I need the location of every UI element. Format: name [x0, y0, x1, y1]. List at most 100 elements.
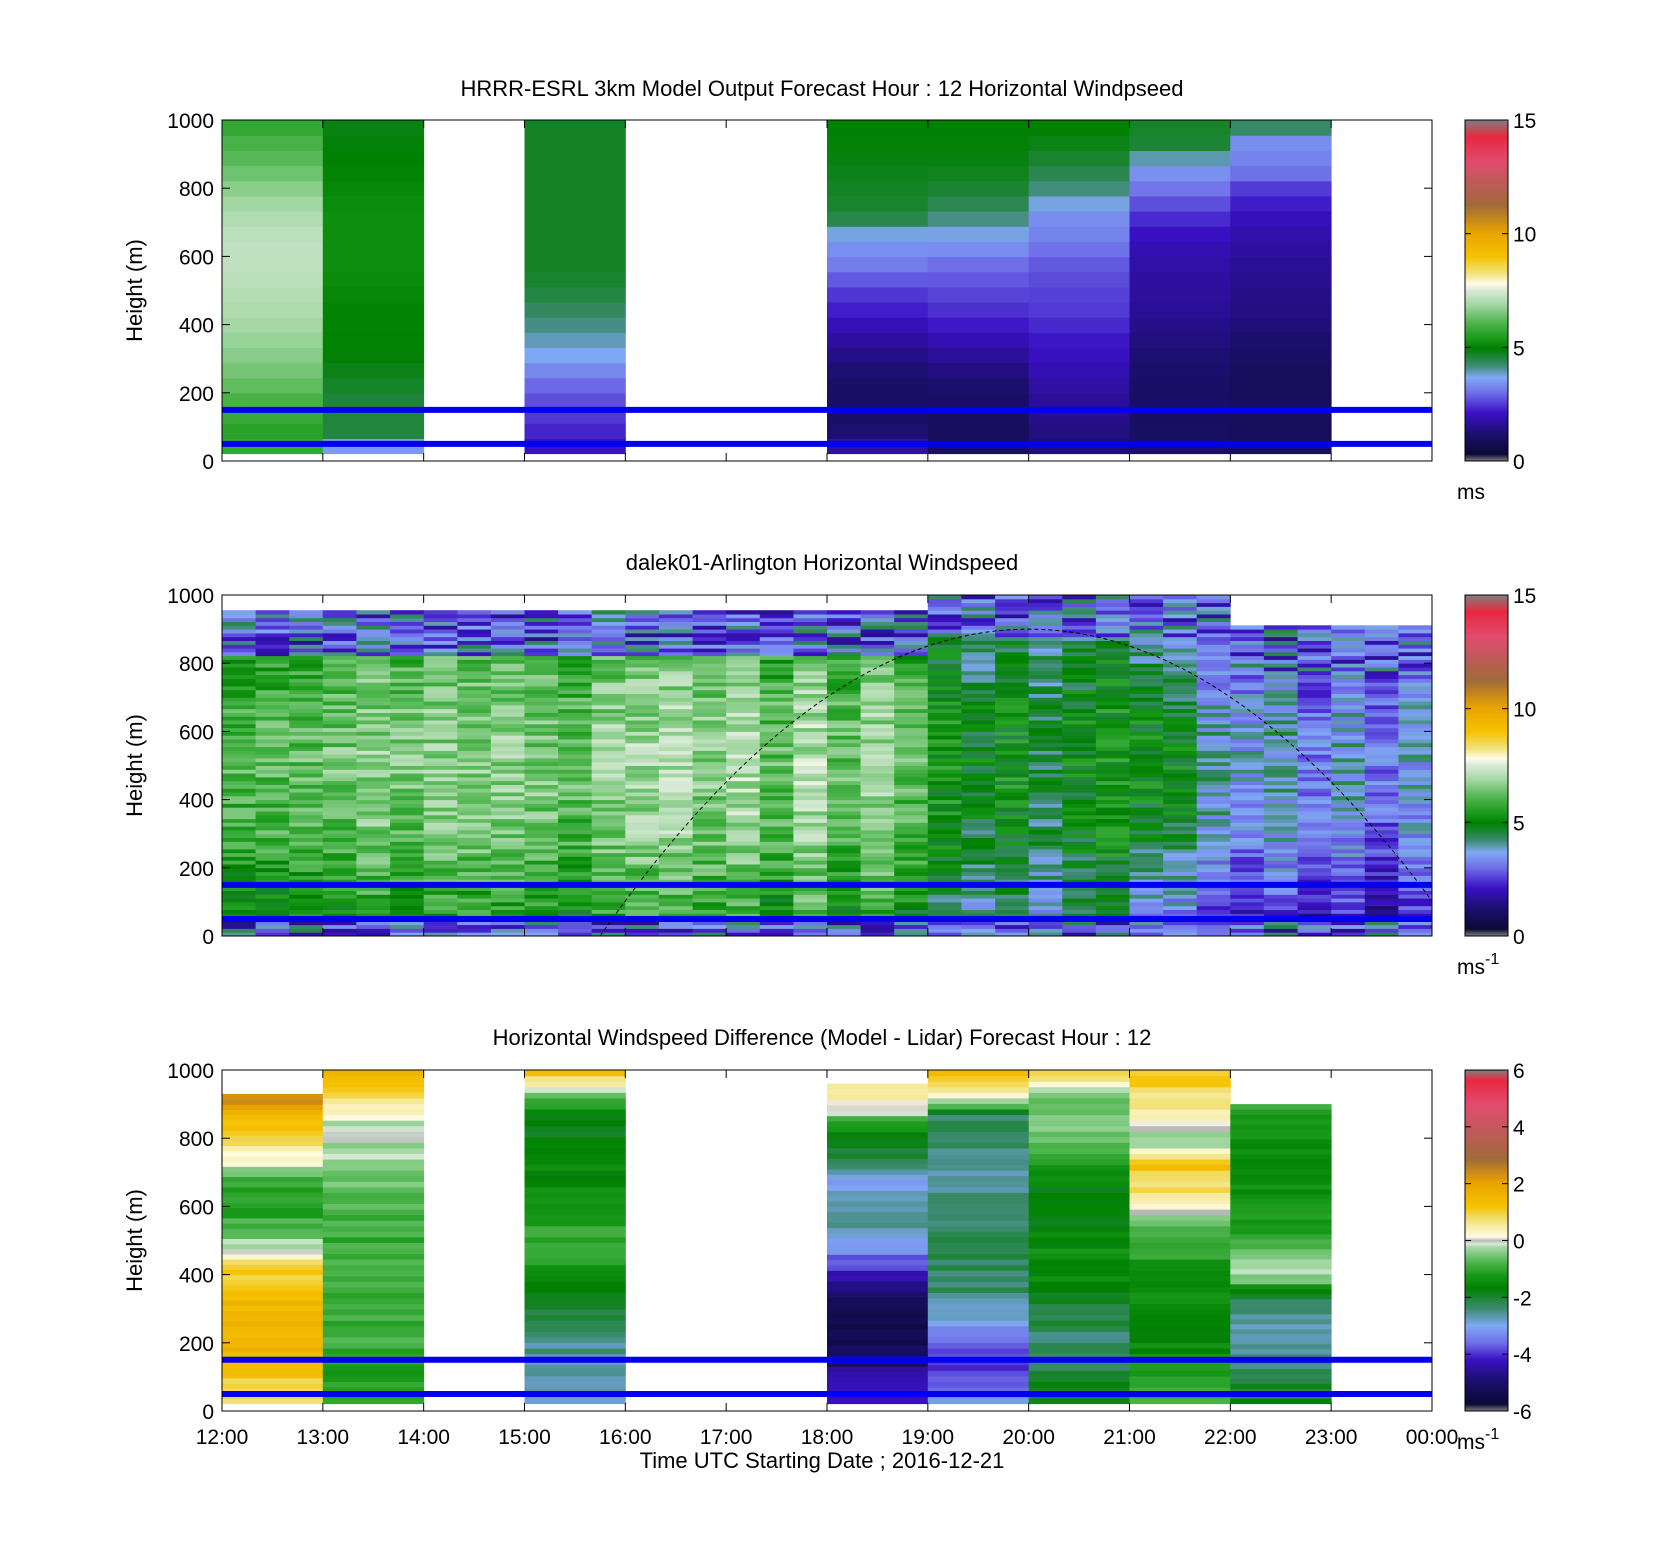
- heatmap-cell: [927, 317, 1030, 333]
- heatmap-cell: [289, 670, 324, 676]
- heatmap-cell: [827, 769, 861, 774]
- heatmap-cell: [289, 814, 324, 820]
- heatmap-cell: [894, 886, 929, 891]
- heatmap-cell: [894, 678, 929, 683]
- heatmap-cell: [1364, 720, 1399, 725]
- heatmap-cell: [860, 901, 895, 907]
- heatmap-cell: [1297, 644, 1332, 649]
- heatmap-cell: [860, 667, 895, 672]
- heatmap-cell: [759, 682, 794, 687]
- heatmap-cell: [222, 1228, 324, 1234]
- heatmap-cell: [1163, 689, 1198, 694]
- heatmap-cell: [1398, 822, 1433, 827]
- heatmap-cell: [726, 845, 761, 850]
- heatmap-cell: [1263, 663, 1298, 668]
- heatmap-cell: [322, 1086, 425, 1093]
- heatmap-cell: [524, 905, 559, 910]
- heatmap-cell: [726, 773, 761, 778]
- heatmap-cell: [423, 720, 458, 725]
- heatmap-cell: [793, 932, 828, 937]
- heatmap-cell: [759, 731, 794, 736]
- heatmap-cell: [1028, 852, 1063, 857]
- heatmap-cell: [894, 727, 929, 732]
- heatmap-cell: [1129, 377, 1231, 394]
- heatmap-cell: [1297, 640, 1332, 645]
- heatmap-cell: [1028, 833, 1063, 838]
- heatmap-cell: [927, 241, 1030, 258]
- heatmap-cell: [1028, 901, 1063, 907]
- heatmap-cell: [222, 663, 256, 668]
- heatmap-cell: [1129, 833, 1164, 838]
- heatmap-cell: [1028, 818, 1063, 823]
- heatmap-cell: [457, 712, 492, 717]
- heatmap-cell: [423, 860, 458, 865]
- heatmap-cell: [1129, 754, 1164, 759]
- heatmap-cell: [1129, 1242, 1231, 1249]
- heatmap-cell: [1129, 678, 1164, 683]
- heatmap-cell: [1028, 803, 1063, 808]
- heatmap-cell: [927, 795, 962, 801]
- heatmap-cell: [827, 1105, 929, 1111]
- heatmap-cell: [1263, 685, 1298, 691]
- heatmap-cell: [1230, 901, 1265, 907]
- heatmap-cell: [322, 1259, 425, 1266]
- heatmap-cell: [1297, 811, 1332, 816]
- heatmap-cell: [1062, 757, 1097, 763]
- heatmap-cell: [322, 693, 357, 698]
- heatmap-cell: [827, 1094, 929, 1101]
- heatmap-cell: [1263, 689, 1298, 694]
- y-tick-label: 600: [179, 721, 214, 744]
- heatmap-cell: [1163, 708, 1198, 713]
- heatmap-cell: [1062, 617, 1097, 622]
- heatmap-cell: [457, 644, 492, 649]
- heatmap-cell: [1398, 708, 1433, 713]
- heatmap-cell: [827, 1206, 929, 1213]
- heatmap-cell: [995, 655, 1030, 660]
- heatmap-cell: [927, 195, 1030, 212]
- heatmap-cell: [524, 1353, 626, 1360]
- heatmap-cell: [255, 871, 290, 876]
- heatmap-cell: [1196, 924, 1231, 929]
- heatmap-cell: [1230, 659, 1265, 664]
- heatmap-cell: [1331, 685, 1366, 691]
- heatmap-cell: [423, 807, 458, 812]
- heatmap-cell: [1163, 750, 1198, 755]
- heatmap-cell: [423, 697, 458, 702]
- heatmap-cell: [390, 632, 425, 638]
- heatmap-cell: [390, 788, 425, 793]
- heatmap-cell: [692, 720, 727, 725]
- heatmap-cell: [658, 799, 693, 804]
- heatmap-cell: [222, 610, 256, 615]
- heatmap-cell: [793, 807, 828, 812]
- heatmap-cell: [1196, 833, 1231, 838]
- heatmap-cell: [356, 757, 391, 763]
- heatmap-cell: [558, 674, 593, 679]
- heatmap-cell: [827, 784, 861, 789]
- heatmap-cell: [827, 347, 929, 364]
- heatmap-cell: [457, 632, 492, 638]
- heatmap-cell: [457, 735, 492, 740]
- heatmap-cell: [1196, 689, 1231, 694]
- heatmap-cell: [1230, 1258, 1332, 1265]
- heatmap-cell: [524, 332, 626, 348]
- heatmap-cell: [827, 1222, 929, 1229]
- heatmap-cell: [927, 1297, 1030, 1305]
- heatmap-cell: [1163, 667, 1198, 672]
- heatmap-cell: [322, 682, 357, 687]
- heatmap-cell: [759, 864, 794, 869]
- heatmap-cell: [322, 1353, 425, 1360]
- heatmap-cell: [894, 667, 929, 672]
- heatmap-cell: [1062, 632, 1097, 638]
- heatmap-cell: [1331, 795, 1366, 801]
- heatmap-cell: [356, 613, 391, 619]
- heatmap-cell: [322, 1131, 425, 1138]
- heatmap-cell: [759, 678, 794, 683]
- heatmap-cell: [1129, 598, 1164, 604]
- heatmap-cell: [1364, 860, 1399, 865]
- heatmap-cell: [490, 617, 525, 622]
- heatmap-cell: [255, 864, 290, 869]
- heatmap-cell: [1095, 617, 1130, 622]
- heatmap-cell: [692, 773, 727, 778]
- heatmap-cell: [927, 879, 962, 884]
- heatmap-cell: [1263, 852, 1298, 857]
